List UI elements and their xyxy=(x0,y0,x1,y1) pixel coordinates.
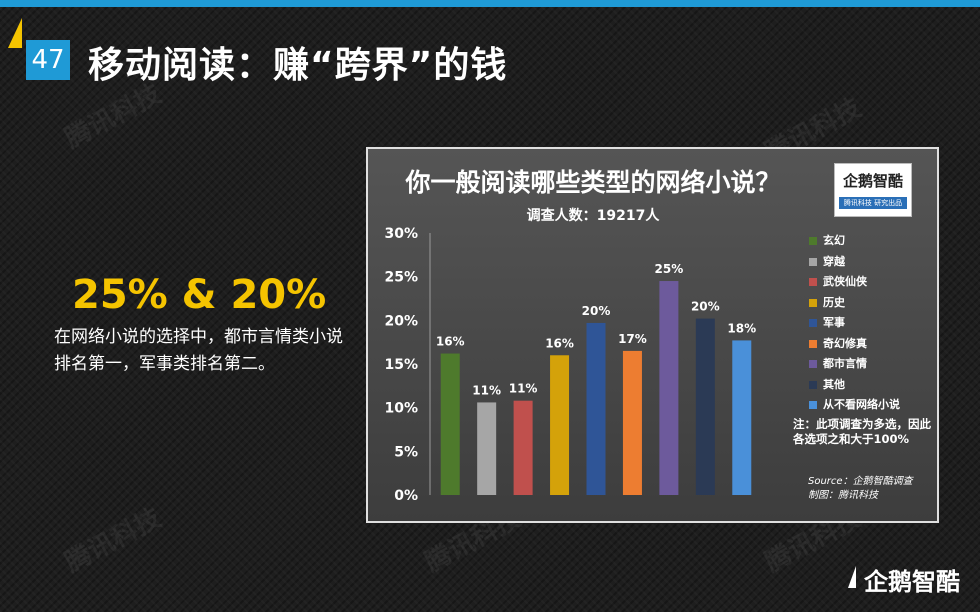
chart-note: 注：此项调查为多选，因此各选项之和大于100% xyxy=(793,417,931,446)
bar-data-label: 20% xyxy=(582,304,611,318)
top-accent-bar xyxy=(0,0,980,7)
legend-swatch xyxy=(809,257,817,266)
legend-label: 玄幻 xyxy=(823,234,845,247)
legend-label: 其他 xyxy=(823,377,845,391)
brand-penguin-icon xyxy=(848,566,856,588)
legend-item: 玄幻 xyxy=(809,231,900,252)
logo-tagline: 腾讯科技 研究出品 xyxy=(839,197,907,209)
y-tick-label: 0% xyxy=(394,488,418,504)
corner-accent xyxy=(8,18,22,48)
brand-logo: 企鹅智酷 xyxy=(864,568,960,596)
bar-data-label: 25% xyxy=(655,262,684,276)
y-tick-label: 25% xyxy=(384,270,418,286)
bar-data-label: 20% xyxy=(691,300,720,314)
bar-data-label: 11% xyxy=(509,382,538,396)
y-tick-label: 10% xyxy=(384,401,418,417)
chart-source: Source：企鹅智酷调查 制图：腾讯科技 xyxy=(808,475,913,503)
description-text: 在网络小说的选择中，都市言情类小说排名第一，军事类排名第二。 xyxy=(54,327,343,374)
bar-data-label: 18% xyxy=(727,321,756,335)
legend-item: 都市言情 xyxy=(809,354,900,375)
y-tick-label: 20% xyxy=(384,313,418,329)
bar xyxy=(659,281,679,495)
legend-swatch xyxy=(809,380,817,389)
bar-data-label: 17% xyxy=(618,332,647,346)
bar xyxy=(440,353,460,495)
bar xyxy=(477,402,497,495)
legend-swatch xyxy=(809,360,817,368)
bar xyxy=(586,322,606,495)
legend-label: 武侠仙侠 xyxy=(823,275,867,288)
legend-label: 奇幻修真 xyxy=(823,336,867,350)
bar-data-label: 16% xyxy=(436,335,465,349)
producer-line: 制图：腾讯科技 xyxy=(808,490,878,501)
legend-swatch xyxy=(809,339,817,348)
legend-label: 军事 xyxy=(823,316,845,329)
legend-label: 都市言情 xyxy=(823,357,867,370)
chart-panel: 你一般阅读哪些类型的网络小说？ 调查人数：19217人 企鹅智酷 腾讯科技 研究… xyxy=(366,147,939,523)
legend-item: 军事 xyxy=(809,313,900,334)
y-tick-label: 30% xyxy=(384,226,418,242)
watermark: 腾讯科技 xyxy=(60,503,167,579)
legend-swatch xyxy=(809,278,817,286)
y-tick-label: 15% xyxy=(384,357,418,373)
page-number: 47 xyxy=(26,40,70,80)
logo: 企鹅智酷 腾讯科技 研究出品 xyxy=(834,163,912,217)
bar xyxy=(550,355,570,495)
bar xyxy=(732,340,752,495)
bar-chart: 30% 25% 20% 15% 10% 5% 0% 16% 11% 11% 16% 20% 17% 25%… xyxy=(384,226,756,504)
bar-data-label: 11% xyxy=(472,383,501,397)
bar xyxy=(513,400,533,495)
bar xyxy=(695,318,715,495)
chart-subtitle: 调查人数：19217人 xyxy=(526,208,660,224)
legend-item: 历史 xyxy=(809,293,900,314)
legend-item: 其他 xyxy=(809,375,900,396)
legend-label: 穿越 xyxy=(823,254,845,268)
legend-label: 历史 xyxy=(823,295,845,309)
slide-title: 移动阅读：赚“跨界”的钱 xyxy=(88,45,508,86)
chart-title: 你一般阅读哪些类型的网络小说？ xyxy=(405,168,781,197)
legend-swatch xyxy=(809,319,817,327)
legend-swatch xyxy=(809,298,817,307)
highlight-stat: 25% & 20% xyxy=(72,272,327,318)
bar-data-label: 16% xyxy=(545,336,574,350)
legend-label: 从不看网络小说 xyxy=(823,398,900,411)
legend-swatch xyxy=(809,237,817,245)
legend-item: 从不看网络小说 xyxy=(809,395,900,416)
legend-swatch xyxy=(809,401,817,409)
legend-item: 奇幻修真 xyxy=(809,334,900,355)
chart-legend: 玄幻穿越武侠仙侠历史军事奇幻修真都市言情其他从不看网络小说 xyxy=(809,231,900,416)
source-line: Source：企鹅智酷调查 xyxy=(808,476,913,487)
logo-name: 企鹅智酷 xyxy=(842,172,903,190)
legend-item: 武侠仙侠 xyxy=(809,272,900,293)
y-tick-label: 5% xyxy=(394,444,418,460)
bar xyxy=(622,350,642,495)
legend-item: 穿越 xyxy=(809,252,900,273)
